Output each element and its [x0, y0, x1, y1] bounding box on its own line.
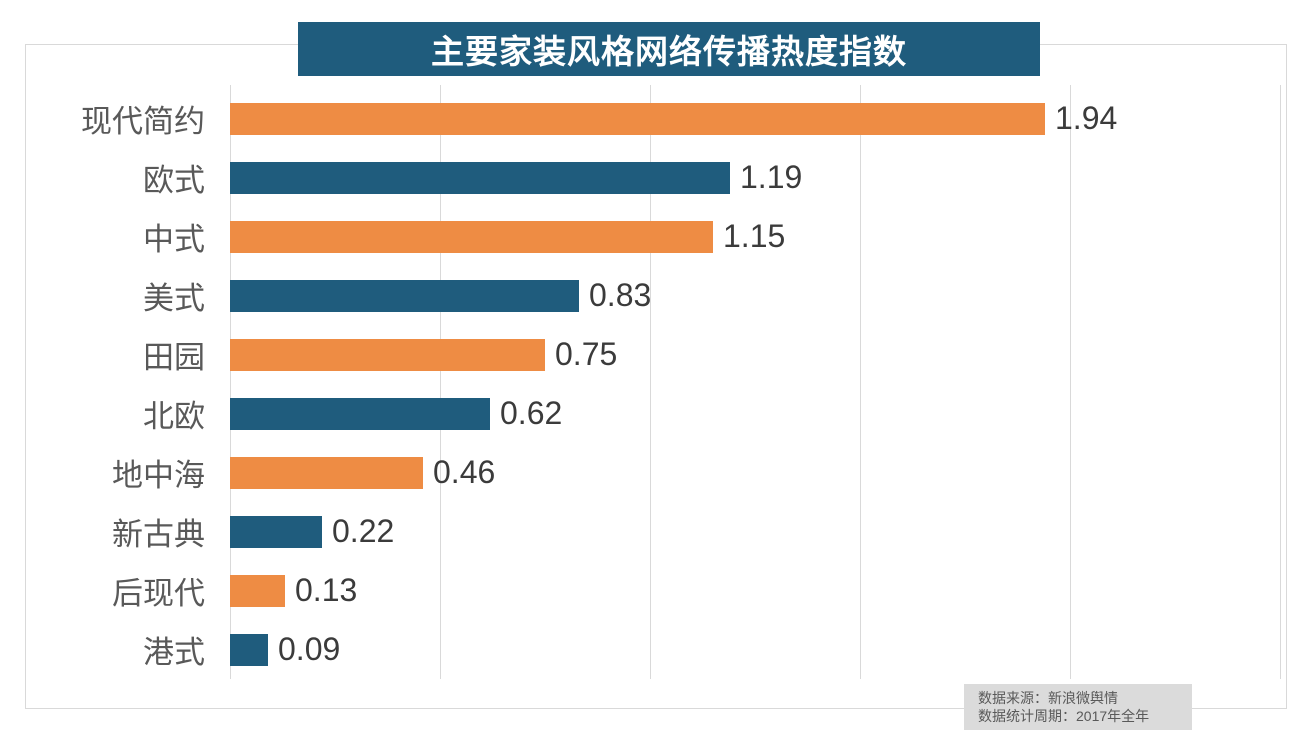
chart-title-band: 主要家装风格网络传播热度指数 — [298, 22, 1040, 76]
bar-row: 后现代 0.13 — [0, 561, 1308, 620]
category-label: 中式 — [143, 222, 205, 257]
category-label: 现代简约 — [81, 104, 205, 139]
category-label: 欧式 — [143, 163, 205, 198]
bar-row: 田园 0.75 — [0, 325, 1308, 384]
gridline — [1280, 85, 1281, 679]
value-label: 0.75 — [555, 336, 618, 372]
value-label: 0.83 — [589, 277, 652, 313]
bar-row: 中式 1.15 — [0, 207, 1308, 266]
bar — [230, 220, 713, 253]
bar-row: 新古典 0.22 — [0, 502, 1308, 561]
bar — [230, 279, 579, 312]
bar — [230, 161, 730, 194]
bar-row: 欧式 1.19 — [0, 148, 1308, 207]
bar — [230, 397, 490, 430]
value-label: 1.19 — [740, 159, 803, 195]
value-label: 0.46 — [433, 454, 496, 490]
value-label: 0.09 — [278, 631, 341, 667]
bar — [230, 102, 1045, 135]
value-label: 0.13 — [295, 572, 358, 608]
bar-row: 美式 0.83 — [0, 266, 1308, 325]
bar-row: 港式 0.09 — [0, 620, 1308, 679]
footer-source: 数据来源：新浪微舆情 — [978, 690, 1118, 706]
bar — [230, 338, 545, 371]
bar-rows: 现代简约 1.94 欧式 1.19 中式 1.15 美式 0.83 田园 0.7… — [0, 89, 1308, 679]
value-label: 1.15 — [723, 218, 786, 254]
category-label: 后现代 — [112, 576, 205, 611]
category-label: 田园 — [143, 340, 205, 375]
value-label: 0.22 — [332, 513, 395, 549]
category-label: 北欧 — [143, 399, 205, 434]
bar — [230, 574, 285, 607]
chart-title: 主要家装风格网络传播热度指数 — [431, 33, 907, 70]
axis-line — [230, 85, 231, 679]
category-label: 新古典 — [112, 517, 205, 552]
category-label: 地中海 — [112, 458, 205, 493]
category-label: 美式 — [143, 281, 205, 316]
category-label: 港式 — [143, 635, 205, 670]
gridline — [440, 85, 441, 679]
footer-note: 数据来源：新浪微舆情 数据统计周期：2017年全年 — [964, 684, 1192, 730]
bar — [230, 515, 322, 548]
bar — [230, 456, 423, 489]
footer-period: 数据统计周期：2017年全年 — [978, 708, 1150, 724]
value-label: 1.94 — [1055, 100, 1118, 136]
gridline — [650, 85, 651, 679]
bar-row: 北欧 0.62 — [0, 384, 1308, 443]
gridline — [860, 85, 861, 679]
bar — [230, 633, 268, 666]
value-label: 0.62 — [500, 395, 563, 431]
gridline — [1070, 85, 1071, 679]
bar-row: 地中海 0.46 — [0, 443, 1308, 502]
bar-row: 现代简约 1.94 — [0, 89, 1308, 148]
